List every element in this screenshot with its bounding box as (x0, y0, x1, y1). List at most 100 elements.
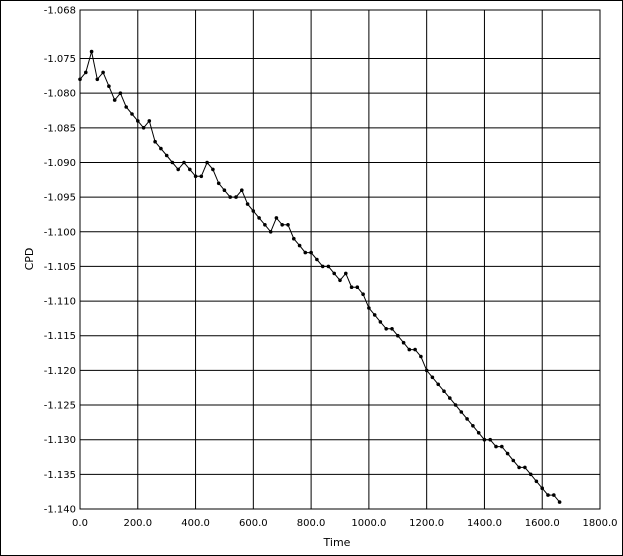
data-point (338, 278, 342, 283)
data-point (557, 500, 562, 504)
x-tick-label: 1000.0 (351, 518, 386, 529)
data-point (396, 333, 400, 338)
x-axis-tick-labels: 0.0 200.0 400.0 600.0 800.0 1000.0 1200.0 1400.… (72, 518, 617, 529)
data-point (465, 417, 469, 421)
data-point (320, 264, 325, 269)
data-point (459, 410, 464, 414)
data-point (280, 223, 285, 227)
data-point (546, 493, 550, 497)
x-tick-label: 1600.0 (525, 518, 560, 529)
data-point (245, 202, 250, 206)
data-point (517, 465, 521, 470)
y-tick-label: -1.110 (44, 297, 76, 308)
data-point (488, 437, 493, 442)
data-point (482, 437, 487, 442)
y-tick-label: -1.120 (44, 366, 76, 377)
data-point (182, 160, 186, 165)
data-point (211, 167, 215, 172)
data-point (147, 119, 152, 123)
data-point (303, 250, 308, 255)
y-tick-label: -1.085 (44, 123, 76, 134)
data-point (500, 444, 504, 449)
data-point (297, 243, 302, 248)
y-tick-label: -1.105 (44, 262, 76, 273)
data-point (528, 472, 533, 477)
data-point (511, 458, 516, 463)
data-point (332, 271, 337, 276)
data-point (193, 174, 198, 179)
data-point (89, 49, 94, 54)
plot-area (79, 9, 601, 510)
x-tick-label: 1400.0 (467, 518, 502, 529)
data-point (251, 209, 256, 213)
data-point (372, 313, 377, 317)
y-tick-label: -1.080 (44, 89, 76, 100)
data-point (534, 479, 539, 484)
data-point (378, 320, 383, 324)
x-axis-label: Time (323, 536, 351, 549)
data-point (453, 403, 458, 407)
data-point (78, 77, 82, 82)
data-point (552, 493, 556, 497)
data-point (268, 230, 273, 234)
y-tick-label: -1.075 (44, 54, 76, 65)
data-point (159, 146, 163, 151)
data-point (315, 257, 319, 262)
y-tick-label: -1.135 (44, 470, 76, 481)
data-point (101, 70, 105, 75)
data-point (130, 112, 134, 116)
x-tick-label: 0.0 (72, 518, 88, 529)
data-point (222, 188, 227, 192)
data-point (384, 327, 389, 331)
y-tick-label: -1.130 (44, 435, 76, 446)
data-point (188, 167, 192, 172)
grid-lines (80, 10, 600, 509)
data-point (205, 160, 209, 165)
data-point (216, 181, 221, 186)
x-tick-label: 200.0 (123, 518, 152, 529)
data-point (240, 188, 244, 192)
data-point (176, 167, 180, 172)
data-point (344, 271, 348, 276)
y-axis-label: CPD (23, 248, 36, 271)
data-point (476, 431, 481, 435)
x-tick-label: 800.0 (297, 518, 326, 529)
data-point (355, 285, 360, 290)
y-tick-label: -1.100 (44, 227, 76, 238)
y-tick-label: -1.115 (44, 331, 76, 342)
x-tick-label: 400.0 (181, 518, 210, 529)
data-point (170, 160, 175, 165)
y-tick-label: -1.125 (44, 401, 76, 412)
y-tick-label: -1.090 (44, 158, 76, 169)
data-point (153, 139, 157, 144)
data-point (361, 292, 365, 297)
data-point (141, 126, 146, 130)
data-point (228, 195, 232, 199)
data-point (442, 389, 446, 394)
y-axis-tick-labels: -1.068 -1.075 -1.080 -1.085 -1.090 -1.095 -1.1… (44, 6, 76, 516)
y-tick-label: -1.140 (44, 505, 76, 516)
data-point (164, 153, 169, 158)
data-point (471, 424, 475, 428)
data-point (430, 375, 435, 380)
data-point (424, 368, 429, 373)
data-point (84, 70, 88, 75)
data-point (407, 347, 412, 352)
data-point (107, 84, 111, 88)
data-point (274, 216, 279, 220)
data-point (136, 119, 140, 123)
data-point (292, 236, 296, 241)
data-point (436, 382, 441, 387)
data-point (390, 327, 394, 331)
data-point (118, 91, 123, 95)
x-tick-label: 1800.0 (583, 518, 618, 529)
series-points (78, 49, 562, 504)
data-point (540, 486, 544, 491)
data-point (234, 195, 238, 199)
data-point (95, 77, 100, 82)
x-tick-label: 600.0 (239, 518, 268, 529)
data-point (401, 340, 406, 345)
data-point (448, 396, 452, 400)
data-point (112, 98, 117, 102)
